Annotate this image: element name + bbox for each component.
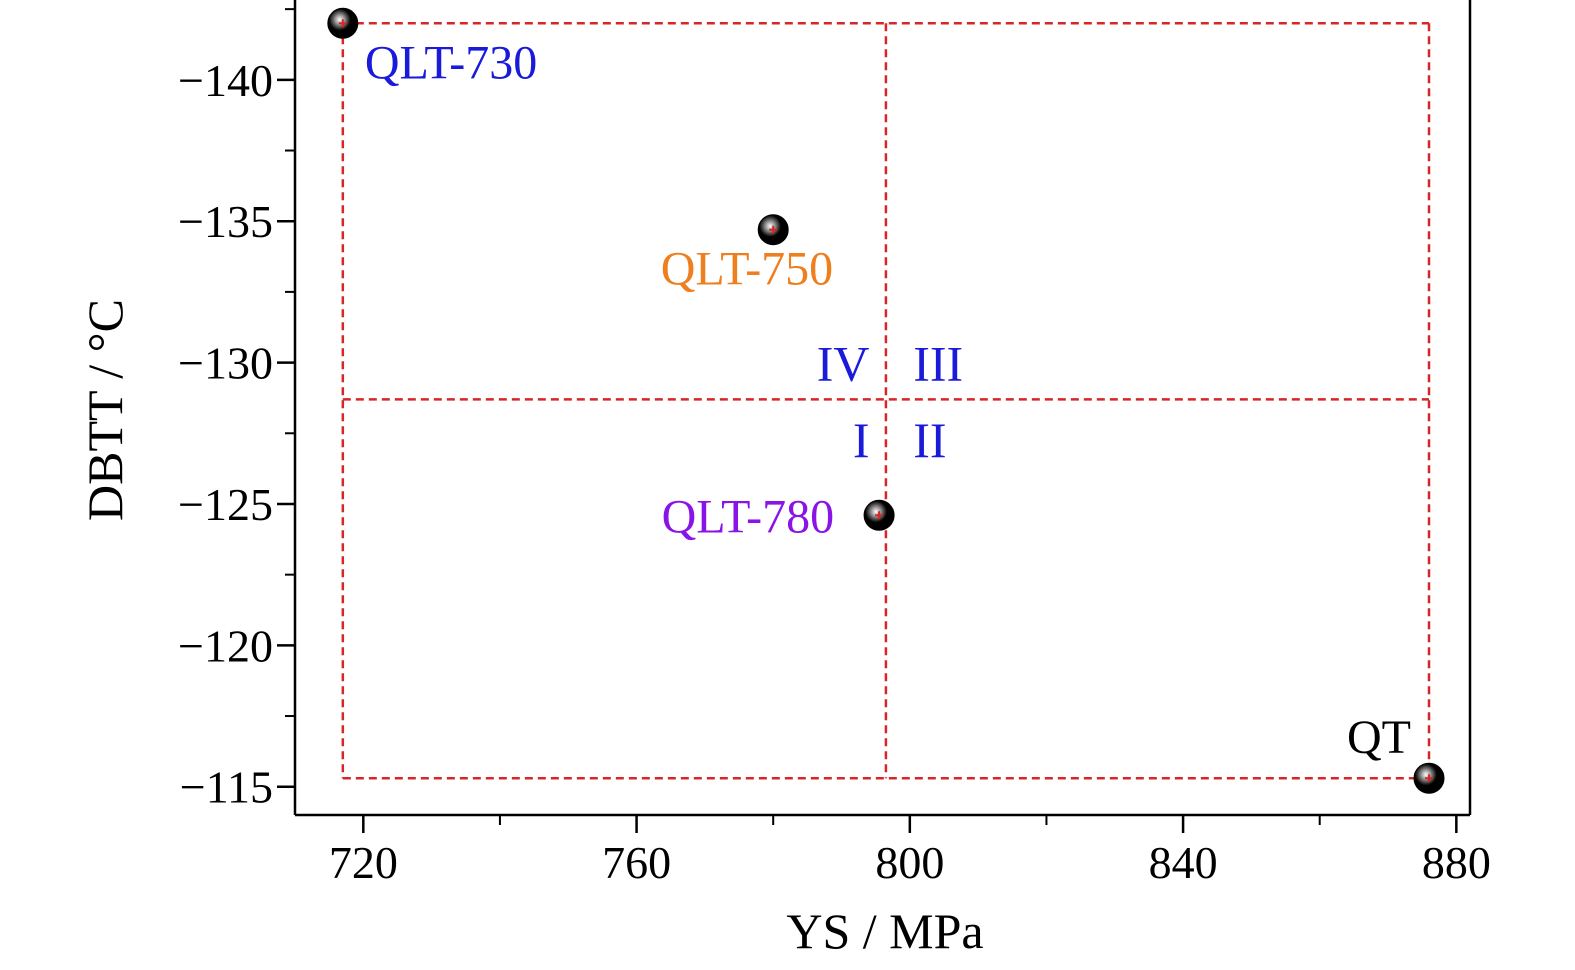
- point-label-0: QLT-730: [365, 36, 537, 89]
- x-axis-title: YS / MPa: [786, 903, 983, 959]
- point-label-1: QLT-750: [661, 243, 833, 296]
- axes: 720 760 800 840 880 −140 −135 −130 −125 −120 −115: [178, 0, 1491, 888]
- y-tick-label-1: −135: [178, 196, 273, 247]
- y-tick-label-5: −115: [180, 762, 273, 813]
- y-tick-label-2: −130: [178, 338, 273, 389]
- data-point-marker-0: [338, 19, 347, 28]
- y-tick-label-4: −120: [178, 620, 273, 671]
- quadrant-label-I: I: [853, 412, 870, 468]
- y-axis-title: DBTT / °C: [77, 299, 133, 521]
- x-tick-label-4: 880: [1422, 837, 1491, 888]
- quadrant-label-IV: IV: [817, 336, 870, 392]
- quadrant-label-II: II: [913, 412, 946, 468]
- point-label-2: QLT-780: [662, 490, 834, 543]
- y-tick-label-3: −125: [178, 479, 273, 530]
- y-tick-label-0: −140: [178, 55, 273, 106]
- guide-lines: [341, 22, 1431, 780]
- data-points: [327, 7, 1445, 794]
- data-point-marker-1: [769, 225, 778, 234]
- quadrant-label-III: III: [913, 336, 963, 392]
- x-tick-label-0: 720: [329, 837, 398, 888]
- point-label-3: QT: [1347, 711, 1411, 764]
- data-point-marker-3: [1425, 774, 1434, 783]
- x-tick-label-1: 760: [602, 837, 671, 888]
- x-tick-label-3: 840: [1149, 837, 1218, 888]
- x-tick-label-2: 800: [875, 837, 944, 888]
- point-labels: QLT-730 QLT-750 QLT-780 QT: [365, 36, 1411, 764]
- data-point-marker-2: [875, 511, 884, 520]
